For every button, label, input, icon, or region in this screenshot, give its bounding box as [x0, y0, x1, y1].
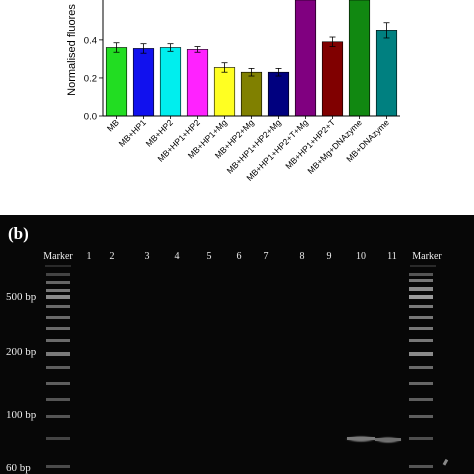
error-bar-11	[383, 22, 390, 39]
gel-panel-label: (b)	[8, 224, 29, 243]
gel-lane-label-5: 5	[207, 251, 212, 262]
bar-9	[321, 41, 344, 117]
gel-lane-label-6: 6	[237, 251, 242, 262]
gel-lane-label-3: 3	[145, 251, 150, 262]
x-tick-label-2: MB+HP1	[117, 117, 148, 148]
bar-1	[105, 47, 128, 117]
bar-4	[186, 49, 209, 117]
bar-chart-panel: Normalised fluores 0.0 0.2 0.4 MB MB+HP1 MB+…	[0, 0, 474, 215]
y-tick-label-1: 0.0	[84, 112, 97, 123]
gel-size-label-500bp: 500 bp	[6, 291, 37, 303]
gel-sample-bands	[344, 435, 403, 444]
gel-lane-label-1: 1	[87, 251, 92, 262]
error-bar-4	[194, 46, 201, 53]
bar-2	[132, 48, 155, 117]
gel-size-label-60bp: 60 bp	[6, 462, 31, 474]
bar-7	[267, 71, 290, 117]
bar-8	[294, 0, 317, 117]
gel-marker-lane-left	[46, 273, 70, 468]
gel-lane-label-7: 7	[264, 251, 269, 262]
x-tick-label-1: MB	[105, 117, 121, 133]
error-bar-9	[329, 36, 336, 47]
bar-chart: Normalised fluores 0.00.20.4 MBMB+HP1MB+…	[66, 0, 400, 183]
gel-lane-label-marker-left: Marker	[43, 251, 73, 262]
error-bar-1	[113, 42, 120, 53]
gel-lane-label-marker-right: Marker	[412, 251, 442, 262]
error-bar-5	[221, 62, 228, 73]
bar-10	[348, 0, 371, 117]
error-bar-7	[275, 68, 282, 77]
bar-5	[213, 67, 236, 117]
gel-electrophoresis-image: (b) Marker 1 2 3 4 5 6 7 8 9 10 11 Marke…	[6, 224, 449, 474]
gel-lane-label-2: 2	[110, 251, 115, 262]
bar-3	[159, 47, 182, 117]
gel-lane-label-11: 11	[387, 251, 397, 262]
gel-lane-label-9: 9	[327, 251, 332, 262]
gel-artifact-mark	[442, 458, 449, 466]
gel-marker-lane-right	[409, 273, 433, 468]
y-axis-label: Normalised fluores	[66, 4, 78, 96]
gel-lane-label-8: 8	[300, 251, 305, 262]
error-bar-6	[248, 68, 255, 77]
gel-image-panel: (b) Marker 1 2 3 4 5 6 7 8 9 10 11 Marke…	[0, 215, 474, 474]
y-tick-label-3: 0.4	[84, 35, 97, 46]
gel-lane-label-4: 4	[175, 251, 180, 262]
gel-size-label-200bp: 200 bp	[6, 346, 37, 358]
error-bar-2	[140, 43, 147, 54]
gel-lane-label-10: 10	[356, 251, 366, 262]
error-bar-3	[167, 43, 174, 52]
y-tick-label-2: 0.2	[84, 73, 97, 84]
gel-size-label-100bp: 100 bp	[6, 409, 37, 421]
bar-11	[375, 30, 398, 117]
gel-wells	[45, 265, 436, 267]
bar-6	[240, 71, 263, 117]
